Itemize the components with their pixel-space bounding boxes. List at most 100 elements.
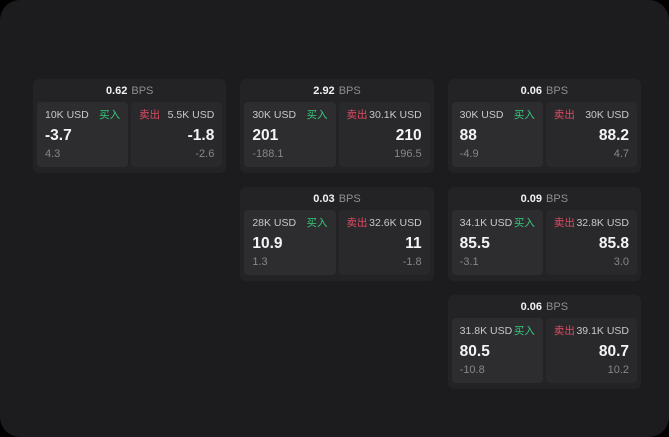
bps-value: 0.06 [520,84,543,97]
buy-change: -10.8 [459,364,485,376]
bps-unit-label: BPS [546,300,569,313]
sell-price: 11 [405,234,422,252]
sell-change: -1.8 [402,256,422,268]
card-header: 2.92 BPS [240,79,433,102]
bps-unit-label: BPS [546,192,569,205]
sell-pane-top: 卖出 32.6K USD [347,217,422,230]
sell-side-label: 卖出 [553,325,575,337]
card-body: 30K USD 买入 201 -188.1 卖出 30.1K USD 210 1… [240,102,433,173]
buy-amount: 31.8K USD [459,325,513,337]
bps-unit-label: BPS [338,84,361,97]
quote-card: 0.06 BPS 30K USD 买入 88 -4.9 卖出 30K USD [447,79,641,173]
quote-card: 2.92 BPS 30K USD 买入 201 -188.1 卖出 30.1K … [240,79,434,173]
bps-value: 0.62 [105,84,128,97]
buy-side-label: 买入 [513,325,535,337]
sell-change: 3.0 [613,256,629,268]
sell-change: -2.6 [195,148,215,160]
card-body: 34.1K USD 买入 85.5 -3.1 卖出 32.8K USD 85.8… [448,210,641,281]
quote-card: 0.06 BPS 31.8K USD 买入 80.5 -10.8 卖出 39.1… [447,295,641,389]
buy-side-label: 买入 [306,217,328,229]
card-body: 30K USD 买入 88 -4.9 卖出 30K USD 88.2 4.7 [448,102,641,173]
sell-side-label: 卖出 [553,217,575,229]
sell-amount: 5.5K USD [167,109,215,121]
quote-card: 0.09 BPS 34.1K USD 买入 85.5 -3.1 卖出 32.8K… [447,187,641,281]
sell-amount: 32.6K USD [369,217,422,229]
buy-pane[interactable]: 30K USD 买入 88 -4.9 [451,102,543,167]
sell-change: 10.2 [607,364,629,376]
sell-side-label: 卖出 [139,109,161,121]
card-header: 0.09 BPS [448,187,641,210]
bps-unit-label: BPS [131,84,154,97]
buy-pane[interactable]: 34.1K USD 买入 85.5 -3.1 [451,210,543,275]
buy-price: 201 [252,126,279,144]
sell-change: 196.5 [394,148,422,160]
buy-pane-top: 30K USD 买入 [460,109,535,122]
bps-value: 0.06 [520,300,543,313]
card-body: 10K USD 买入 -3.7 4.3 卖出 5.5K USD -1.8 -2.… [33,102,226,173]
buy-price: 80.5 [459,342,490,360]
sell-pane-top: 卖出 32.8K USD [554,217,629,230]
quote-card: 0.62 BPS 10K USD 买入 -3.7 4.3 卖出 5.5K USD [33,79,227,173]
buy-amount: 10K USD [45,109,89,121]
buy-price: 88 [459,126,477,144]
buy-pane[interactable]: 28K USD 买入 10.9 1.3 [244,210,336,275]
sell-amount: 39.1K USD [576,325,629,337]
buy-pane-top: 10K USD 买入 [45,109,120,122]
sell-side-label: 卖出 [346,217,368,229]
sell-price: 85.8 [598,234,629,252]
card-header: 0.03 BPS [240,187,433,210]
sell-change: 4.7 [613,148,629,160]
sell-pane[interactable]: 卖出 32.6K USD 11 -1.8 [338,210,430,275]
sell-pane-top: 卖出 39.1K USD [554,325,629,338]
buy-change: -188.1 [252,148,284,160]
buy-amount: 34.1K USD [459,217,513,229]
buy-side-label: 买入 [513,217,535,229]
bps-value: 2.92 [313,84,335,97]
buy-pane-top: 31.8K USD 买入 [460,325,535,338]
buy-price: -3.7 [45,126,72,144]
buy-pane-top: 28K USD 买入 [252,217,327,230]
quote-card-grid: 0.62 BPS 10K USD 买入 -3.7 4.3 卖出 5.5K USD [33,79,641,389]
buy-pane[interactable]: 31.8K USD 买入 80.5 -10.8 [451,318,543,383]
buy-pane[interactable]: 30K USD 买入 201 -188.1 [244,102,336,167]
buy-side-label: 买入 [99,109,121,121]
buy-pane-top: 34.1K USD 买入 [460,217,535,230]
buy-price: 10.9 [252,234,283,252]
sell-pane-top: 卖出 5.5K USD [139,109,214,122]
sell-side-label: 卖出 [346,109,368,121]
buy-price: 85.5 [459,234,490,252]
sell-pane[interactable]: 卖出 30K USD 88.2 4.7 [545,102,637,167]
buy-amount: 30K USD [252,109,297,121]
sell-pane-top: 卖出 30K USD [554,109,629,122]
bps-value: 0.09 [520,192,543,205]
buy-amount: 28K USD [252,217,297,229]
buy-change: -4.9 [459,148,479,160]
sell-pane[interactable]: 卖出 5.5K USD -1.8 -2.6 [131,102,223,167]
buy-change: 1.3 [252,256,268,268]
sell-pane[interactable]: 卖出 32.8K USD 85.8 3.0 [545,210,637,275]
sell-side-label: 卖出 [553,109,575,121]
bps-unit-label: BPS [546,84,569,97]
card-body: 28K USD 买入 10.9 1.3 卖出 32.6K USD 11 -1.8 [240,210,433,281]
sell-price: 210 [395,126,422,144]
buy-change: -3.1 [459,256,479,268]
sell-pane[interactable]: 卖出 39.1K USD 80.7 10.2 [545,318,637,383]
sell-price: 80.7 [598,342,629,360]
sell-pane[interactable]: 卖出 30.1K USD 210 196.5 [338,102,430,167]
card-header: 0.62 BPS [33,79,226,102]
sell-amount: 30K USD [585,109,629,121]
bps-value: 0.03 [313,192,335,205]
sell-amount: 32.8K USD [576,217,629,229]
sell-price: 88.2 [598,126,629,144]
buy-side-label: 买入 [513,109,535,121]
buy-side-label: 买入 [306,109,328,121]
buy-pane[interactable]: 10K USD 买入 -3.7 4.3 [37,102,129,167]
sell-pane-top: 卖出 30.1K USD [347,109,422,122]
buy-change: 4.3 [45,148,61,160]
buy-pane-top: 30K USD 买入 [252,109,327,122]
buy-amount: 30K USD [459,109,504,121]
sell-amount: 30.1K USD [369,109,422,121]
card-body: 31.8K USD 买入 80.5 -10.8 卖出 39.1K USD 80.… [448,318,641,389]
bps-unit-label: BPS [338,192,361,205]
